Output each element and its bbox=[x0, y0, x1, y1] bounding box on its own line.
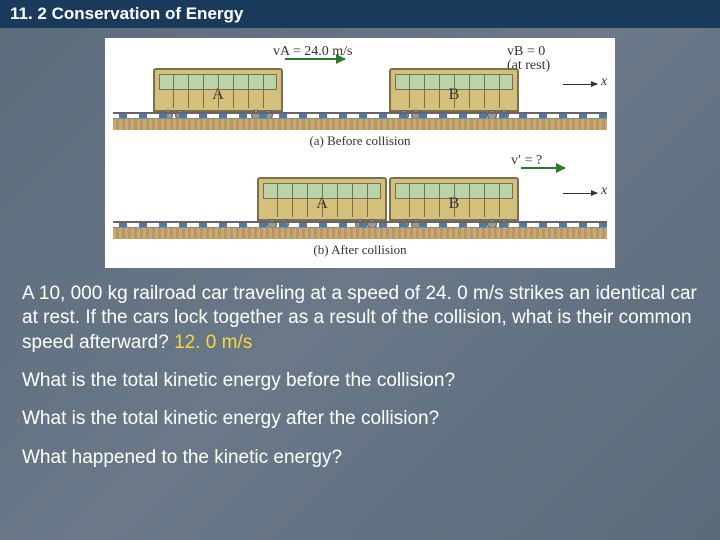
track bbox=[113, 110, 607, 130]
car-a-label: A bbox=[259, 195, 385, 213]
railcar-b-after: B bbox=[389, 177, 519, 221]
header-title: 11. 2 Conservation of Energy bbox=[10, 4, 243, 23]
caption-before: (a) Before collision bbox=[113, 133, 607, 149]
track bbox=[113, 219, 607, 239]
question-2: What is the total kinetic energy after t… bbox=[22, 407, 698, 431]
problem-answer: 12. 0 m/s bbox=[174, 332, 252, 353]
velocity-a-arrow bbox=[285, 58, 345, 60]
scene-after: v′ = ? A B x bbox=[113, 153, 607, 239]
x-axis-label: x bbox=[601, 74, 607, 90]
car-b-label: B bbox=[391, 195, 517, 213]
railcar-a-before: A bbox=[153, 68, 283, 112]
caption-after: (b) After collision bbox=[113, 242, 607, 258]
x-axis-arrow bbox=[563, 193, 597, 194]
railcar-b-before: B bbox=[389, 68, 519, 112]
question-1: What is the total kinetic energy before … bbox=[22, 369, 698, 393]
car-b-label: B bbox=[391, 86, 517, 104]
collision-diagram: vA = 24.0 m/s vB = 0 (at rest) A B x (a) bbox=[105, 38, 615, 268]
scene-before: vA = 24.0 m/s vB = 0 (at rest) A B x bbox=[113, 44, 607, 130]
problem-text: A 10, 000 kg railroad car traveling at a… bbox=[22, 283, 697, 353]
x-axis-arrow bbox=[563, 84, 597, 85]
x-axis-label: x bbox=[601, 183, 607, 199]
car-a-label: A bbox=[155, 86, 281, 104]
velocity-after-arrow bbox=[521, 167, 565, 169]
problem-paragraph: A 10, 000 kg railroad car traveling at a… bbox=[22, 282, 698, 355]
question-3: What happened to the kinetic energy? bbox=[22, 446, 698, 470]
problem-text-block: A 10, 000 kg railroad car traveling at a… bbox=[0, 276, 720, 470]
section-header: 11. 2 Conservation of Energy bbox=[0, 0, 720, 28]
railcar-a-after: A bbox=[257, 177, 387, 221]
